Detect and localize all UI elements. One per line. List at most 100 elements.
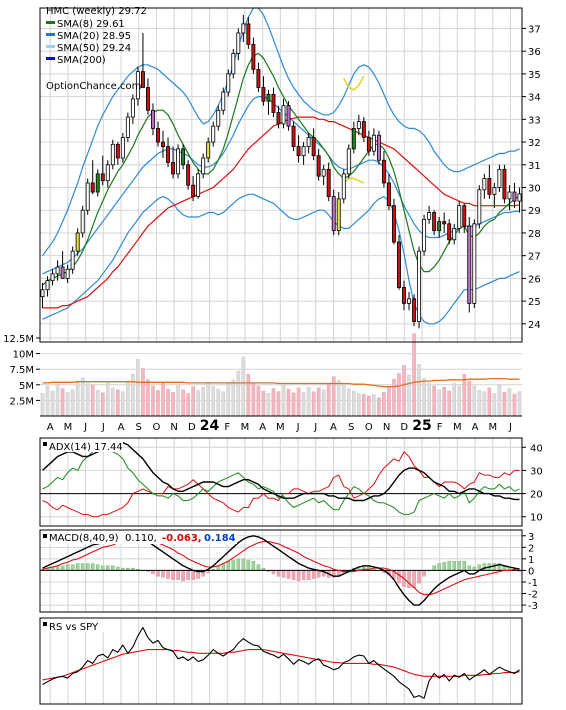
sma50-line: [42, 116, 520, 309]
candle-body: [191, 184, 196, 197]
adx-tick-label: 30: [530, 466, 543, 477]
volume-bar: [231, 379, 236, 417]
macd-histogram-bar: [65, 564, 70, 571]
volume-bar: [497, 385, 502, 417]
price-tick-label: 31: [528, 161, 541, 172]
macd-histogram-bar: [90, 563, 95, 571]
frame-layer: [36, 7, 526, 705]
candle-body: [201, 157, 206, 175]
candle-body: [397, 241, 401, 288]
x-axis-month-label: M: [64, 422, 73, 433]
volume-bar: [477, 390, 482, 417]
candle-body: [186, 164, 191, 186]
macd-histogram-bar: [452, 560, 456, 571]
volume-bar: [226, 383, 231, 417]
price-tick-label: 35: [528, 70, 541, 81]
x-axis-month-label: A: [47, 422, 54, 433]
candle-body: [462, 205, 467, 227]
candle-body: [487, 178, 492, 195]
volume-bar: [321, 389, 326, 417]
x-axis-month-label: A: [259, 422, 266, 433]
candle-body: [346, 148, 351, 175]
adx-panel-frame: [39, 437, 523, 527]
macd-histogram-bar: [186, 570, 190, 580]
macd-histogram-bar: [306, 570, 311, 580]
candle-body: [125, 116, 130, 138]
volume-bar: [367, 395, 371, 417]
macd-histogram-bar: [457, 560, 461, 571]
macd-tick-label: 0: [528, 566, 534, 577]
macd-tick-label: -3: [528, 601, 538, 612]
candle-body: [120, 137, 125, 159]
minus-di-line: [42, 451, 520, 518]
macd-value-2: 0.184: [204, 533, 236, 544]
volume-bar: [427, 382, 431, 417]
macd-histogram-bar: [156, 570, 160, 577]
volume-bar: [346, 388, 351, 417]
candle-body: [70, 250, 75, 270]
macd-histogram-bar: [231, 559, 236, 571]
x-axis-month-label: J: [508, 422, 512, 433]
volume-bar: [512, 393, 517, 417]
price-tick-label: 24: [528, 320, 541, 331]
candle-body: [251, 43, 256, 70]
candle-body: [432, 212, 437, 232]
price-tick-label: 34: [528, 93, 541, 104]
macd-histogram-bar: [251, 560, 256, 571]
macd-histogram-bar: [241, 558, 246, 571]
volume-bar: [422, 378, 426, 417]
volume-bar: [351, 390, 356, 417]
bollinger-squeeze-segment-1: [343, 177, 365, 184]
volume-bar: [156, 390, 160, 417]
x-axis-month-label: M: [276, 422, 285, 433]
volume-bar: [467, 380, 472, 417]
candle-body: [95, 173, 100, 193]
macd-histogram-bar: [296, 570, 301, 582]
candle-body: [166, 146, 170, 163]
macd-histogram-bar: [151, 570, 155, 575]
candle-body: [437, 221, 442, 232]
volume-bar: [517, 391, 522, 417]
macd-tick-label: 3: [528, 532, 534, 543]
volume-bar: [191, 386, 195, 417]
macd-histogram-bar: [176, 570, 180, 580]
macd-histogram-bar: [161, 570, 165, 578]
candle-body: [507, 191, 512, 200]
candle-body: [361, 121, 366, 138]
volume-bar: [462, 373, 467, 417]
legend-swatch-1: [46, 33, 55, 36]
volume-bar: [176, 384, 180, 417]
macd-histogram-bar: [101, 565, 105, 571]
candle-body: [402, 287, 406, 304]
rs-ma-line: [42, 649, 520, 681]
volume-bar: [271, 388, 276, 417]
macd-histogram-bar: [397, 570, 401, 584]
price-tick-label: 30: [528, 183, 541, 194]
x-axis-month-label: M: [241, 422, 250, 433]
macd-histogram-bar: [106, 565, 110, 571]
macd-histogram-bar: [492, 563, 497, 571]
volume-bar: [437, 389, 441, 417]
candle-body: [181, 148, 186, 166]
volume-bar: [387, 387, 391, 417]
macd-histogram-bar: [171, 570, 175, 580]
macd-histogram-bar: [422, 570, 426, 577]
candle-body: [457, 205, 462, 229]
candle-body: [306, 137, 311, 147]
macd-value-1: -0.063,: [162, 533, 202, 544]
macd-histogram-bar: [432, 565, 436, 571]
volume-bar: [181, 389, 185, 417]
volume-bar: [487, 387, 492, 417]
macd-title-bg: [41, 531, 237, 544]
x-axis-month-label: N: [170, 422, 177, 433]
candle-body: [75, 232, 80, 252]
candle-body: [171, 162, 176, 175]
volume-bar: [357, 393, 361, 417]
volume-bar: [276, 391, 281, 417]
candle-body: [90, 182, 95, 193]
volume-bar: [447, 390, 452, 417]
price-tick-label: 32: [528, 138, 541, 149]
macd-histogram-bar: [437, 563, 441, 571]
candle-body: [130, 98, 135, 118]
